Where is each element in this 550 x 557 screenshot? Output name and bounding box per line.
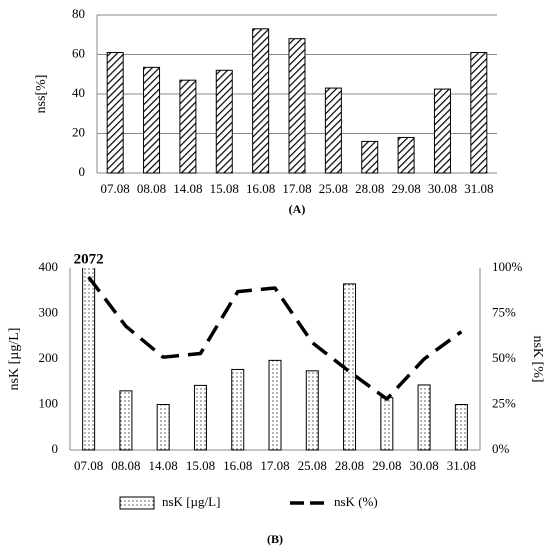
y2-tick-label: 75% <box>492 304 516 319</box>
bar <box>179 79 197 174</box>
bar <box>433 88 451 174</box>
y2-tick-label: 50% <box>492 350 516 365</box>
bar <box>193 384 207 451</box>
x-tick-label: 07.08 <box>74 458 103 473</box>
legend-label: nsK [µg/L] <box>162 494 220 509</box>
x-tick-label: 16.08 <box>246 181 275 196</box>
bar <box>417 384 431 451</box>
bar <box>156 404 170 451</box>
bar <box>82 268 96 451</box>
bar <box>143 66 161 174</box>
legend-swatch <box>119 496 155 510</box>
bar <box>380 397 394 451</box>
bar <box>454 404 468 451</box>
y2-tick-label: 0% <box>492 441 510 456</box>
bar <box>470 52 488 174</box>
bar <box>231 368 245 451</box>
x-tick-label: 31.08 <box>464 181 493 196</box>
bar <box>252 28 270 174</box>
x-tick-label: 30.08 <box>409 458 438 473</box>
y-tick-label: 0 <box>52 441 59 456</box>
bar <box>119 390 133 451</box>
bar <box>397 136 415 174</box>
x-tick-label: 17.08 <box>260 458 289 473</box>
y-tick-label: 60 <box>72 45 85 60</box>
y-axis-label: nsK [µg/L] <box>7 328 22 391</box>
bar <box>215 69 233 174</box>
y-tick-label: 200 <box>39 350 59 365</box>
x-tick-label: 16.08 <box>223 458 252 473</box>
data-label: 2072 <box>74 251 104 267</box>
panel-label: (B) <box>267 532 283 546</box>
bar <box>268 359 282 451</box>
y-tick-label: 300 <box>39 304 59 319</box>
y2-axis-label: nsK [%] <box>530 335 545 382</box>
x-tick-label: 15.08 <box>186 458 215 473</box>
x-tick-label: 07.08 <box>101 181 130 196</box>
y-tick-label: 0 <box>79 164 86 179</box>
y-tick-label: 40 <box>72 85 85 100</box>
x-tick-label: 25.08 <box>298 458 327 473</box>
bar <box>361 140 379 174</box>
y-tick-label: 400 <box>39 259 59 274</box>
y2-tick-label: 100% <box>492 259 523 274</box>
bar <box>324 87 342 174</box>
y-tick-label: 80 <box>72 6 85 21</box>
x-tick-label: 14.08 <box>149 458 178 473</box>
legend-label: nsK (%) <box>334 494 378 509</box>
panel-label: (A) <box>289 202 306 216</box>
x-tick-label: 25.08 <box>319 181 348 196</box>
x-tick-label: 31.08 <box>447 458 476 473</box>
bar <box>106 52 124 174</box>
x-tick-label: 14.08 <box>173 181 202 196</box>
bar <box>305 370 319 451</box>
plot-area <box>106 28 488 174</box>
x-tick-label: 08.08 <box>137 181 166 196</box>
x-tick-label: 28.08 <box>335 458 364 473</box>
x-tick-label: 17.08 <box>282 181 311 196</box>
x-tick-label: 08.08 <box>111 458 140 473</box>
line <box>87 276 463 401</box>
bar <box>288 38 306 174</box>
x-tick-label: 29.08 <box>372 458 401 473</box>
x-tick-label: 29.08 <box>391 181 420 196</box>
y-tick-label: 100 <box>39 395 59 410</box>
y-axis-label: nss[%] <box>34 75 49 114</box>
x-tick-label: 15.08 <box>210 181 239 196</box>
y2-tick-label: 25% <box>492 395 516 410</box>
x-tick-label: 28.08 <box>355 181 384 196</box>
y-tick-label: 20 <box>72 124 85 139</box>
plot-area <box>82 268 468 451</box>
x-tick-label: 30.08 <box>428 181 457 196</box>
